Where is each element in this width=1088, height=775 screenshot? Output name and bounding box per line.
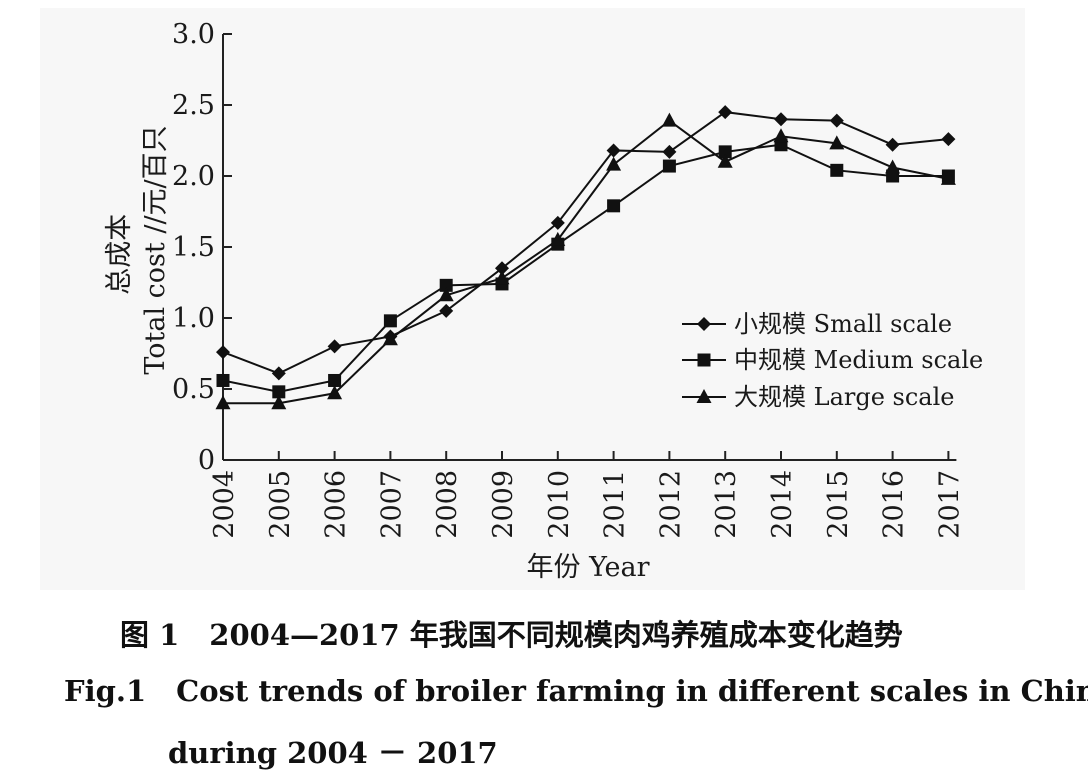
data-point <box>550 231 566 246</box>
x-tick-label: 2017 <box>934 470 965 539</box>
data-point <box>328 373 342 387</box>
data-point <box>271 395 287 410</box>
legend-entry: 大规模 Large scale <box>682 383 955 411</box>
x-tick-label: 2009 <box>488 470 519 539</box>
data-point <box>829 113 844 128</box>
caption-cn: 图 1 2004—2017 年我国不同规模肉鸡养殖成本变化趋势 <box>120 612 903 654</box>
data-point <box>661 112 677 127</box>
data-point <box>272 385 286 399</box>
legend-label: 中规模 Medium scale <box>734 346 983 374</box>
y-tick-label: 3.0 <box>172 19 215 50</box>
y-tick-label: 2.5 <box>172 90 215 121</box>
data-point <box>327 385 343 400</box>
series-line <box>223 119 949 405</box>
data-point <box>383 314 397 328</box>
series-triangle <box>215 112 956 410</box>
data-point <box>607 199 621 213</box>
data-point <box>830 163 844 177</box>
data-point <box>773 128 789 143</box>
axes: 0 0.5 1.0 1.5 2.0 2.5 3.0 2004 2005 2006 2007 2008 2… <box>172 19 965 539</box>
series-line <box>222 143 949 393</box>
x-tick-label: 2005 <box>265 470 296 539</box>
series-layer <box>215 105 956 410</box>
legend-label: 大规模 Large scale <box>734 383 955 411</box>
x-tick-label: 2010 <box>544 470 575 539</box>
data-point <box>774 112 788 127</box>
line-chart: 0 0.5 1.0 1.5 2.0 2.5 3.0 2004 2005 2006 2007 2008 2… <box>104 19 983 583</box>
data-point <box>271 366 286 381</box>
x-tick-label: 2013 <box>711 470 742 539</box>
x-axis-title-cn: 年份 <box>526 552 580 583</box>
data-point <box>885 137 900 152</box>
x-tick-label: 2011 <box>600 470 631 539</box>
x-axis-title: 年份 Year <box>526 552 649 583</box>
data-point <box>606 156 622 171</box>
legend: 小规模 Small scale 中规模 Medium scale 大规模 Large… <box>682 310 983 411</box>
data-point <box>439 303 454 318</box>
data-point <box>829 135 845 150</box>
y-axis-title-unit: //元/百只 <box>140 125 171 233</box>
data-point <box>718 145 732 159</box>
data-point <box>439 278 453 292</box>
x-tick-label: 2016 <box>879 470 910 539</box>
x-tick-label: 2007 <box>376 470 407 539</box>
series-diamond <box>216 105 956 381</box>
data-point <box>606 143 621 158</box>
data-point <box>718 105 733 120</box>
y-axis-title-cn: 总成本 <box>104 214 135 295</box>
y-axis-title-en: Total cost <box>140 242 171 375</box>
caption-cn-text: 2004—2017 年我国不同规模肉鸡养殖成本变化趋势 <box>209 618 903 652</box>
caption-cn-label: 图 1 <box>120 618 180 652</box>
data-point <box>662 159 676 173</box>
data-point <box>382 331 398 346</box>
data-point <box>941 132 956 147</box>
x-tick-label: 2006 <box>321 470 352 539</box>
x-tick-label: 2014 <box>767 470 798 539</box>
caption-en-continued: during 2004 － 2017 <box>168 730 498 772</box>
x-tick-label: 2012 <box>655 470 686 539</box>
data-point <box>662 144 677 159</box>
plot-panel <box>40 8 1025 590</box>
data-point <box>494 270 510 285</box>
data-point <box>940 170 956 185</box>
legend-marker <box>696 389 712 403</box>
data-point <box>215 395 231 410</box>
x-tick-label: 2004 <box>209 470 240 539</box>
caption-en: Fig.1 Cost trends of broiler farming in d… <box>64 674 1088 708</box>
legend-label: 小规模 Small scale <box>734 310 952 338</box>
caption-en-text: Cost trends of broiler farming in differ… <box>176 674 1088 708</box>
data-point <box>717 153 733 168</box>
y-axis-title: 总成本 Total cost //元/百只 <box>104 125 171 374</box>
y-tick-label: 0.5 <box>172 374 215 405</box>
legend-marker <box>697 353 711 367</box>
legend-entry: 中规模 Medium scale <box>682 346 983 374</box>
caption-en-text-2: during 2004 － 2017 <box>168 736 498 770</box>
y-tick-label: 2.0 <box>172 161 215 192</box>
data-point <box>885 159 901 174</box>
y-tick-label: 1.5 <box>172 232 215 263</box>
data-point <box>495 261 509 276</box>
data-point <box>550 215 565 230</box>
legend-marker <box>697 317 711 331</box>
data-point <box>216 373 230 387</box>
series-line <box>222 111 949 375</box>
x-tick-label: 2008 <box>432 470 463 539</box>
y-tick-label: 0 <box>198 445 215 476</box>
x-tick-label: 2015 <box>823 470 854 539</box>
data-point <box>327 339 342 354</box>
caption-en-label: Fig.1 <box>64 674 147 708</box>
x-axis-title-en: Year <box>588 552 650 583</box>
data-point <box>216 345 230 360</box>
legend-entry: 小规模 Small scale <box>682 310 952 338</box>
y-tick-label: 1.0 <box>172 303 215 334</box>
data-point <box>438 287 454 302</box>
